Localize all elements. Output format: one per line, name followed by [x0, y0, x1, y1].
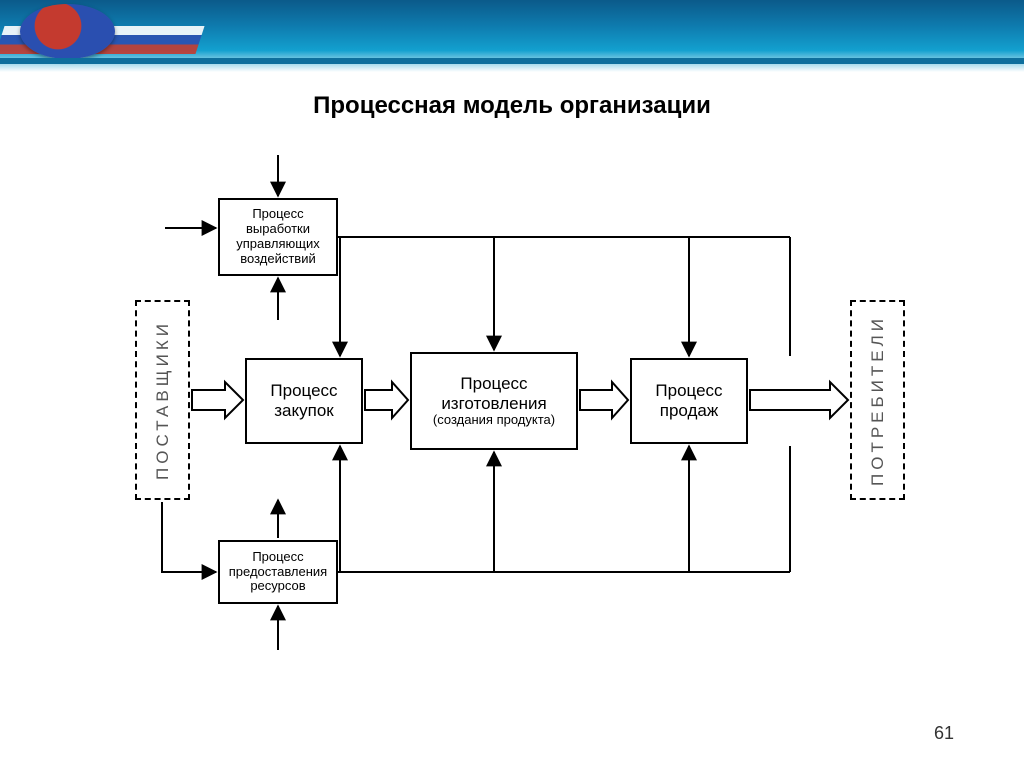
production-label-sub: (создания продукта)	[416, 413, 572, 428]
slide-title: Процессная модель организации	[0, 92, 1024, 120]
consumers-box: ПОТРЕБИТЕЛИ	[850, 300, 905, 500]
control-process-box: Процесс выработки управляющих воздействи…	[218, 198, 338, 276]
production-process-box: Процесс изготовления (создания продукта)	[410, 352, 578, 450]
logo-emblem	[20, 4, 115, 59]
suppliers-label: ПОСТАВЩИКИ	[153, 320, 173, 480]
production-label-main: Процесс изготовления	[416, 374, 572, 413]
consumers-label: ПОТРЕБИТЕЛИ	[868, 315, 888, 486]
header-band	[0, 0, 1024, 72]
purchase-process-box: Процесс закупок	[245, 358, 363, 444]
sales-process-box: Процесс продаж	[630, 358, 748, 444]
resources-process-box: Процесс предоставления ресурсов	[218, 540, 338, 604]
page-number: 61	[934, 723, 954, 744]
suppliers-box: ПОСТАВЩИКИ	[135, 300, 190, 500]
